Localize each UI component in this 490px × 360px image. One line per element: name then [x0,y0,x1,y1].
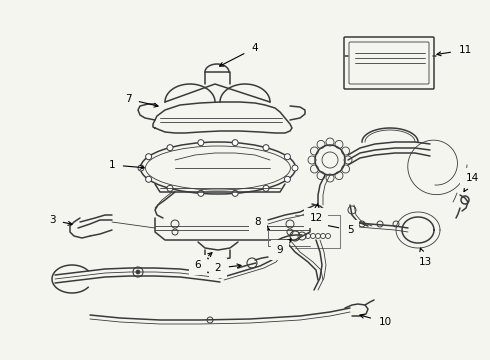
Text: 11: 11 [437,45,471,56]
Circle shape [198,190,204,196]
Circle shape [263,185,269,191]
Circle shape [198,140,204,146]
Circle shape [167,145,173,151]
Circle shape [232,190,238,196]
Circle shape [284,154,291,160]
Text: 7: 7 [124,94,158,107]
Text: 1: 1 [109,160,144,170]
Text: 13: 13 [418,248,432,267]
Circle shape [292,165,298,171]
Text: 6: 6 [195,253,212,270]
Text: 3: 3 [49,215,72,225]
Text: 9: 9 [277,239,291,255]
Text: 2: 2 [215,263,241,273]
Circle shape [167,185,173,191]
Text: 8: 8 [255,217,269,229]
Circle shape [146,176,151,182]
Text: 10: 10 [360,314,392,327]
Circle shape [146,154,151,160]
Text: 4: 4 [220,43,258,66]
Text: 5: 5 [314,222,353,235]
Circle shape [138,165,144,171]
Circle shape [232,140,238,146]
Text: 14: 14 [464,173,479,192]
Circle shape [136,270,140,274]
Circle shape [263,145,269,151]
Circle shape [284,176,291,182]
Text: 12: 12 [309,204,322,223]
